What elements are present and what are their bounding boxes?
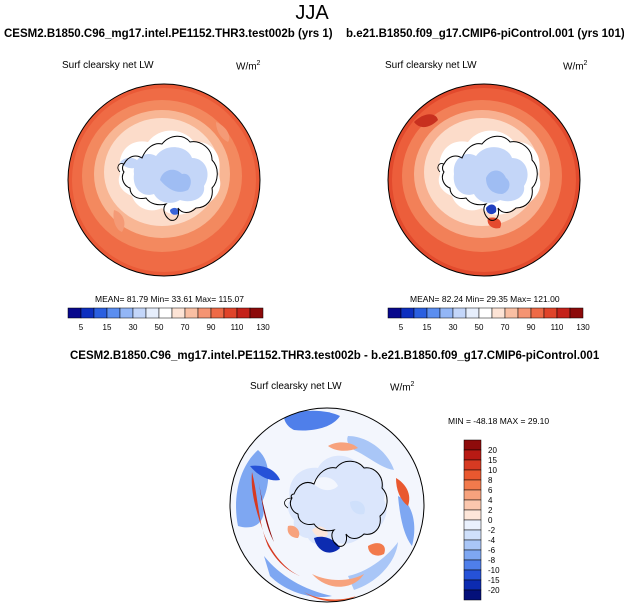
colorbar-swatch (530, 307, 545, 319)
panel-1-variable: Surf clearsky net LW (62, 60, 154, 71)
colorbar-tick-label: 6 (488, 486, 493, 495)
colorbar-swatch (400, 307, 415, 319)
colorbar-tick-label: -15 (488, 576, 500, 585)
colorbar-swatch (463, 439, 482, 451)
colorbar-swatch (463, 509, 482, 521)
panel-1-stats: MEAN= 81.79 Min= 33.61 Max= 115.07 (95, 294, 244, 304)
colorbar-tick-label: 5 (79, 323, 84, 332)
panel-1-title: CESM2.B1850.C96_mg17.intel.PE1152.THR3.t… (4, 28, 333, 40)
panel-3-title: CESM2.B1850.C96_mg17.intel.PE1152.THR3.t… (70, 350, 600, 362)
colorbar-swatch (478, 307, 493, 319)
colorbar-swatch (439, 307, 454, 319)
colorbar-swatch (210, 307, 225, 319)
colorbar-tick-label: 110 (231, 323, 244, 332)
page-title: JJA (295, 2, 329, 24)
colorbar-tick-label: 2 (488, 506, 493, 515)
colorbar-swatch (463, 579, 482, 591)
colorbar-swatch (184, 307, 199, 319)
colorbar-swatch (517, 307, 532, 319)
colorbar-swatch (463, 499, 482, 511)
colorbar-tick-label: -10 (488, 566, 500, 575)
colorbar-tick-label: 50 (155, 323, 164, 332)
colorbar-swatch (197, 307, 212, 319)
colorbar-tick-label: 70 (181, 323, 190, 332)
colorbar-swatch (145, 307, 160, 319)
panel-3-map (229, 407, 425, 603)
colorbar-tick-label: 30 (449, 323, 458, 332)
colorbar-swatch (132, 307, 147, 319)
colorbar-swatch (387, 307, 402, 319)
colorbar-tick-label: 70 (501, 323, 510, 332)
panel-3-variable: Surf clearsky net LW (250, 381, 342, 392)
colorbar-swatch (223, 307, 238, 319)
colorbar-tick-label: 30 (129, 323, 138, 332)
colorbar-swatch (463, 469, 482, 481)
colorbar-tick-label: 90 (207, 323, 216, 332)
panel-1-colorbar: 5 15 30 50 70 90 110 130 (67, 307, 270, 332)
colorbar-tick-label: 5 (399, 323, 404, 332)
colorbar-swatch (463, 559, 482, 571)
colorbar-swatch (463, 479, 482, 491)
panel-3-stats: MIN = -48.18 MAX = 29.10 (448, 416, 550, 426)
colorbar-swatch (491, 307, 506, 319)
colorbar-swatch (106, 307, 121, 319)
colorbar-tick-label: 15 (488, 456, 497, 465)
colorbar-swatch (463, 589, 482, 601)
colorbar-swatch (67, 307, 82, 319)
panel-2-stats: MEAN= 82.24 Min= 29.35 Max= 121.00 (410, 294, 560, 304)
colorbar-tick-label: 110 (551, 323, 564, 332)
colorbar-tick-label: 50 (475, 323, 484, 332)
panel-3-units: W/m2 (390, 381, 415, 394)
colorbar-swatch (463, 449, 482, 461)
colorbar-tick-label: -6 (488, 546, 496, 555)
colorbar-swatch (236, 307, 251, 319)
panel-2-title: b.e21.B1850.f09_g17.CMIP6-piControl.001 … (346, 28, 624, 40)
colorbar-swatch (171, 307, 186, 319)
colorbar-swatch (158, 307, 173, 319)
colorbar-swatch (463, 569, 482, 581)
colorbar-tick-label: 4 (488, 496, 493, 505)
colorbar-tick-label: 90 (527, 323, 536, 332)
colorbar-swatch (463, 489, 482, 501)
panel-2-units: W/m2 (563, 60, 588, 73)
panel-2-map (387, 83, 581, 277)
panel-1-units: W/m2 (236, 60, 261, 73)
colorbar-swatch (80, 307, 95, 319)
colorbar-tick-label: 20 (488, 446, 497, 455)
colorbar-swatch (413, 307, 428, 319)
panel-2-colorbar: 5 15 30 50 70 90 110 130 (387, 307, 590, 332)
colorbar-tick-label: -4 (488, 536, 496, 545)
colorbar-tick-label: 10 (488, 466, 497, 475)
colorbar-swatch (569, 307, 584, 319)
colorbar-tick-label: -20 (488, 586, 500, 595)
colorbar-swatch (463, 519, 482, 531)
colorbar-tick-label: -2 (488, 526, 496, 535)
colorbar-swatch (465, 307, 480, 319)
colorbar-swatch (463, 459, 482, 471)
colorbar-tick-label: 0 (488, 516, 493, 525)
colorbar-swatch (249, 307, 264, 319)
colorbar-tick-label: 8 (488, 476, 493, 485)
colorbar-swatch (93, 307, 108, 319)
colorbar-tick-label: 15 (423, 323, 432, 332)
panel-2-variable: Surf clearsky net LW (385, 60, 477, 71)
colorbar-tick-label: -8 (488, 556, 496, 565)
colorbar-swatch (463, 549, 482, 561)
colorbar-swatch (556, 307, 571, 319)
colorbar-swatch (463, 539, 482, 551)
panel-1-map (67, 83, 261, 277)
colorbar-swatch (426, 307, 441, 319)
colorbar-tick-label: 15 (103, 323, 112, 332)
colorbar-swatch (543, 307, 558, 319)
colorbar-swatch (463, 529, 482, 541)
colorbar-swatch (504, 307, 519, 319)
colorbar-swatch (452, 307, 467, 319)
colorbar-tick-label: 130 (256, 323, 270, 332)
colorbar-swatch (119, 307, 134, 319)
colorbar-tick-label: 130 (576, 323, 590, 332)
